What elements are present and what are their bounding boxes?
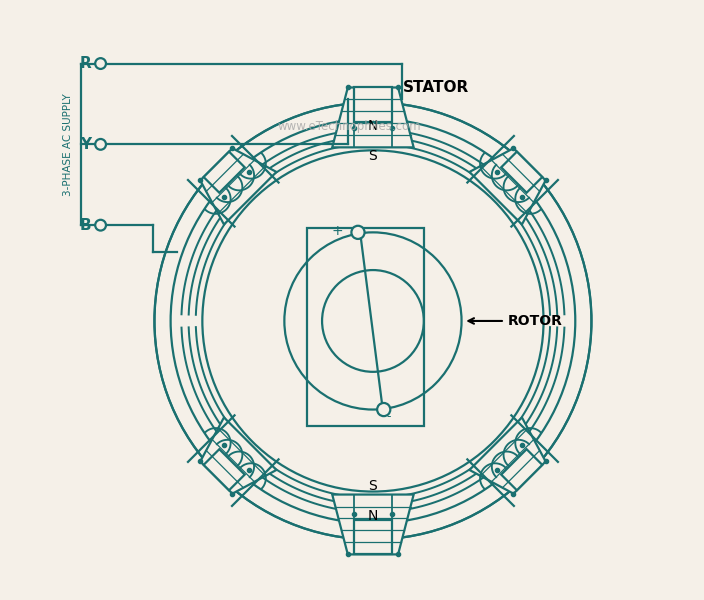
Circle shape <box>154 103 591 539</box>
Circle shape <box>284 232 462 410</box>
Text: ROTOR: ROTOR <box>468 314 562 328</box>
Text: STATOR: STATOR <box>403 80 469 95</box>
Polygon shape <box>203 449 245 490</box>
Circle shape <box>377 403 390 416</box>
Text: -: - <box>386 410 391 423</box>
Text: www.eTechnophiles.com: www.eTechnophiles.com <box>277 120 421 133</box>
Circle shape <box>95 58 106 69</box>
Polygon shape <box>203 152 245 193</box>
Text: N: N <box>367 119 378 133</box>
Text: S: S <box>369 479 377 493</box>
Circle shape <box>95 139 106 150</box>
Polygon shape <box>354 520 392 554</box>
Text: 3-PHASE AC SUPPLY: 3-PHASE AC SUPPLY <box>63 93 73 196</box>
Text: S: S <box>369 149 377 163</box>
Text: Y: Y <box>80 137 92 152</box>
Circle shape <box>351 226 365 239</box>
Polygon shape <box>501 152 542 193</box>
Polygon shape <box>501 449 542 490</box>
Polygon shape <box>200 418 277 494</box>
Polygon shape <box>332 494 414 554</box>
Polygon shape <box>470 148 546 224</box>
Polygon shape <box>200 148 277 224</box>
Text: N: N <box>367 508 378 523</box>
Circle shape <box>95 220 106 230</box>
Polygon shape <box>332 88 414 148</box>
Polygon shape <box>354 88 392 122</box>
Text: B: B <box>80 218 92 233</box>
Polygon shape <box>470 418 546 494</box>
Text: +: + <box>332 224 343 238</box>
Circle shape <box>322 270 424 372</box>
Circle shape <box>202 151 543 491</box>
Text: R: R <box>80 56 92 71</box>
